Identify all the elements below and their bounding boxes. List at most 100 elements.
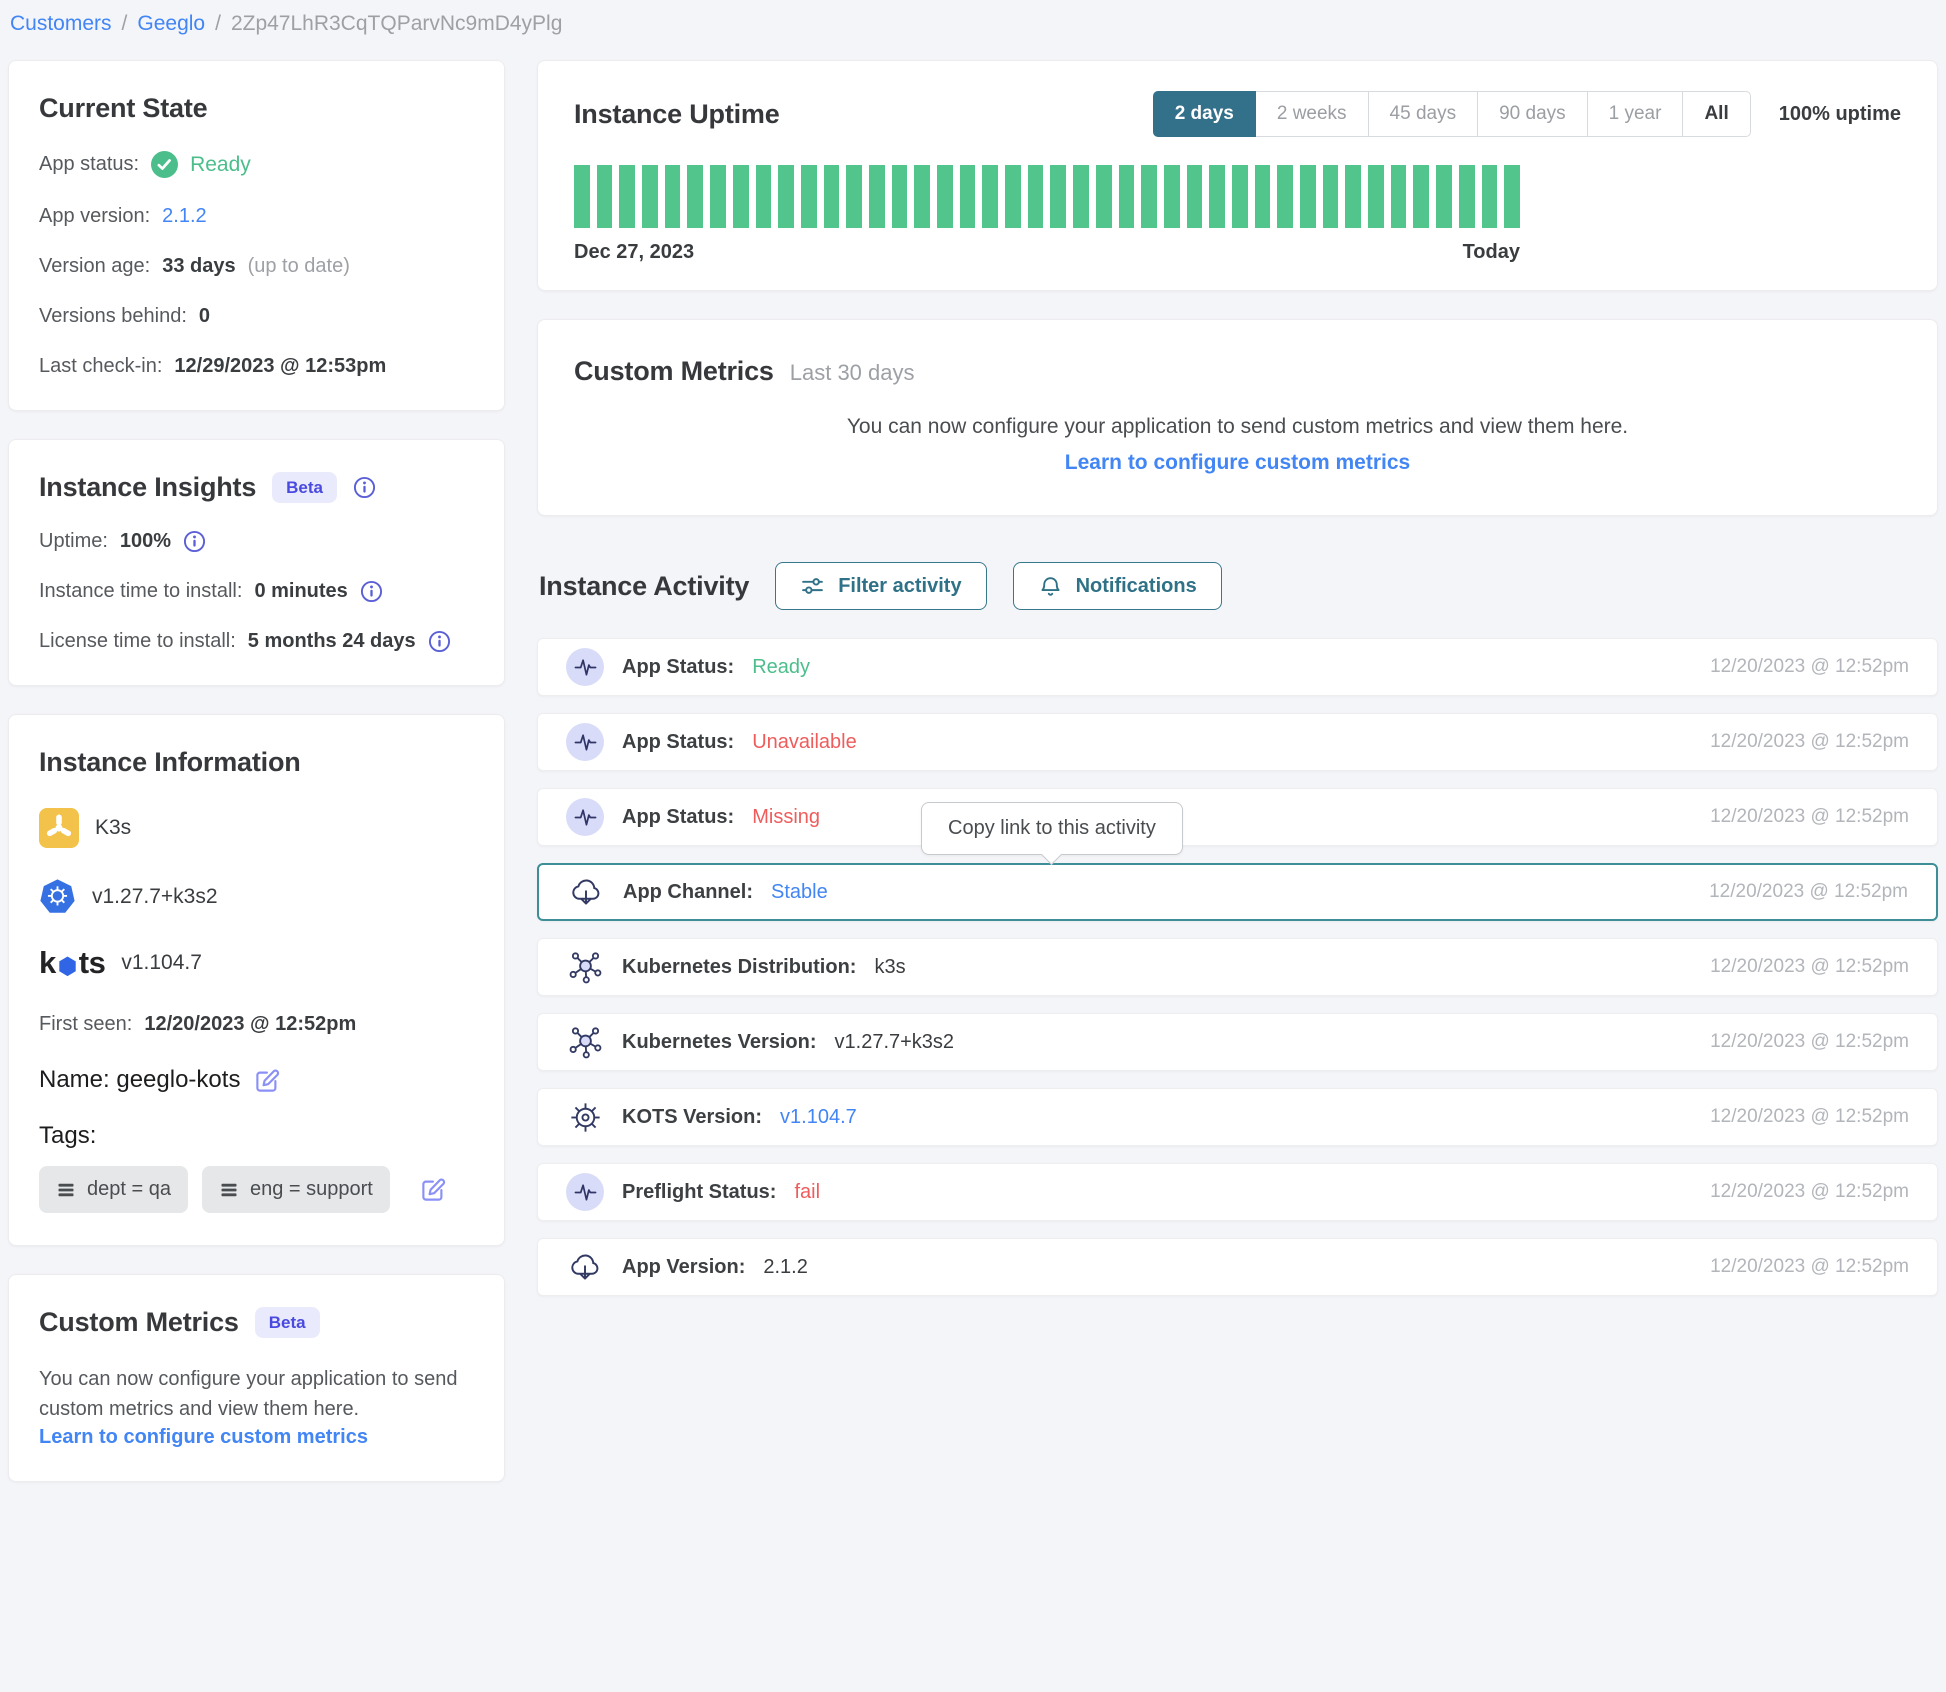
uptime-bar[interactable] [1300,165,1316,228]
uptime-range-45-days[interactable]: 45 days [1367,91,1479,137]
breadcrumb-separator: / [121,12,128,35]
uptime-range-1-year[interactable]: 1 year [1586,91,1684,137]
activity-row-5[interactable]: Kubernetes Version: v1.27.7+k3s2 12/20/2… [537,1013,1938,1071]
uptime-bar[interactable] [1073,165,1089,228]
activity-row-label: App Version: [622,1255,746,1278]
first-seen-label: First seen: [39,1013,133,1035]
activity-row-4[interactable]: Kubernetes Distribution: k3s 12/20/2023 … [537,938,1938,996]
uptime-bar[interactable] [914,165,930,228]
uptime-bar[interactable] [1322,165,1339,228]
configure-custom-metrics-link[interactable]: Learn to configure custom metrics [1064,451,1411,474]
license-tti-value: 5 months 24 days [247,630,416,652]
kots-hexagon-icon [59,955,76,976]
uptime-bar[interactable] [891,165,908,228]
activity-row-8[interactable]: App Version: 2.1.2 12/20/2023 @ 12:52pm [537,1238,1938,1296]
uptime-bar[interactable] [1186,165,1203,228]
tag-pill: dept = qa [39,1166,188,1213]
uptime-bar[interactable] [1163,165,1180,228]
notifications-button[interactable]: Notifications [1012,562,1222,610]
uptime-bar[interactable] [1368,165,1384,228]
uptime-bar[interactable] [596,165,613,228]
app-version-link[interactable]: 2.1.2 [162,205,207,227]
uptime-bar[interactable] [1345,165,1362,228]
uptime-range-90-days[interactable]: 90 days [1477,91,1588,137]
breadcrumb-customer-link[interactable]: Geeglo [137,12,206,35]
kots-logo-text: ts [78,945,106,980]
copy-link-tooltip[interactable]: Copy link to this activity [921,802,1183,855]
instance-tti-value: 0 minutes [254,580,348,602]
instance-name-row: Name: geeglo-kots [39,1066,474,1094]
activity-row-6[interactable]: KOTS Version: v1.104.7 12/20/2023 @ 12:5… [537,1088,1938,1146]
uptime-bar[interactable] [800,165,817,228]
first-seen-row: First seen: 12/20/2023 @ 12:52pm [39,1013,474,1036]
uptime-range-2-days[interactable]: 2 days [1152,91,1256,137]
uptime-bar[interactable] [1436,165,1452,228]
tag-label: eng = support [249,1178,373,1200]
uptime-bar[interactable] [1481,165,1498,228]
breadcrumb-instance-id: 2Zp47LhR3CqTQParvNc9mD4yPlg [230,12,563,35]
filter-activity-button[interactable]: Filter activity [775,562,987,610]
uptime-bar[interactable] [868,165,885,228]
uptime-range-all[interactable]: All [1682,91,1751,137]
filter-activity-label: Filter activity [838,574,962,597]
edit-name-button[interactable] [254,1067,281,1094]
activity-row-timestamp: 12/20/2023 @ 12:52pm [1710,956,1909,977]
uptime-bar[interactable] [1118,165,1135,228]
uptime-bar[interactable] [1209,165,1225,228]
activity-row-2[interactable]: App Status: Missing 12/20/2023 @ 12:52pm [537,788,1938,846]
edit-tags-button[interactable] [420,1176,447,1203]
info-icon[interactable] [428,630,451,653]
activity-row-3[interactable]: App Channel: Stable 12/20/2023 @ 12:52pm… [537,802,1938,921]
copy-link-tooltip-label: Copy link to this activity [948,817,1156,839]
configure-custom-metrics-link[interactable]: Learn to configure custom metrics [39,1426,368,1448]
current-state-card: Current State App status: Ready App vers… [8,60,505,411]
version-age-label: Version age: [39,255,151,277]
uptime-bar[interactable] [1458,165,1475,228]
activity-row-0[interactable]: App Status: Ready 12/20/2023 @ 12:52pm [537,638,1938,696]
uptime-bar[interactable] [619,165,636,228]
uptime-bar[interactable] [1050,165,1067,228]
k8s-version-value: v1.27.7+k3s2 [92,884,218,908]
breadcrumb-customers-link[interactable]: Customers [10,12,112,35]
uptime-bar[interactable] [778,165,794,228]
page: Customers / Geeglo / 2Zp47LhR3CqTQParvNc… [0,0,1946,1512]
uptime-bar[interactable] [937,165,953,228]
uptime-bar[interactable] [846,165,862,228]
uptime-bar[interactable] [1413,165,1430,228]
info-icon[interactable] [183,530,206,553]
left-column: Current State App status: Ready App vers… [8,60,505,1482]
uptime-bar[interactable] [1005,165,1021,228]
uptime-label: Uptime: [39,530,108,552]
versions-behind-label: Versions behind: [39,305,187,327]
app-status-label: App status: [39,153,140,175]
uptime-bar[interactable] [710,165,726,228]
uptime-bar[interactable] [1254,165,1271,228]
app-version-label: App version: [39,205,151,227]
uptime-bar[interactable] [732,165,749,228]
info-icon[interactable] [353,476,376,499]
version-age-row: Version age: 33 days (up to date) [39,255,474,278]
uptime-bar[interactable] [1027,165,1044,228]
uptime-bar[interactable] [687,165,704,228]
info-icon[interactable] [360,580,383,603]
custom-metrics-panel: Custom Metrics Last 30 days You can now … [537,319,1938,516]
uptime-bar[interactable] [1504,165,1520,228]
uptime-bar[interactable] [574,165,590,228]
uptime-bar[interactable] [1277,165,1293,228]
pulse-icon [566,648,604,686]
uptime-bar[interactable] [1141,165,1157,228]
uptime-bar[interactable] [982,165,999,228]
activity-row-value: k3s [874,955,906,978]
uptime-bar[interactable] [1390,165,1407,228]
activity-row-7[interactable]: Preflight Status: fail 12/20/2023 @ 12:5… [537,1163,1938,1221]
uptime-bar[interactable] [664,165,681,228]
uptime-bar[interactable] [755,165,772,228]
uptime-bar[interactable] [823,165,840,228]
uptime-range-2-weeks[interactable]: 2 weeks [1254,91,1369,137]
uptime-bar[interactable] [1095,165,1112,228]
last-checkin-value: 12/29/2023 @ 12:53pm [174,355,387,377]
uptime-bar[interactable] [1231,165,1248,228]
uptime-bar[interactable] [959,165,976,228]
uptime-bar[interactable] [642,165,658,228]
activity-row-1[interactable]: App Status: Unavailable 12/20/2023 @ 12:… [537,713,1938,771]
